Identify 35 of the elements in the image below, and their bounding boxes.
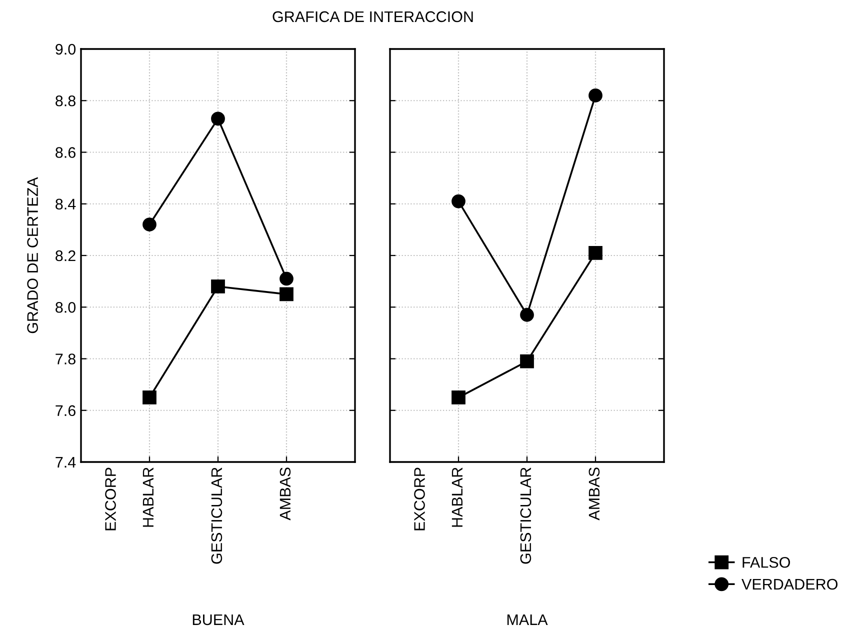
- y-tick-label: 8.0: [56, 302, 76, 313]
- point: [452, 390, 466, 404]
- y-axis-title: GRADO DE CERTEZA: [27, 177, 38, 334]
- x-tick-label: HABLAR: [452, 468, 462, 527]
- legend-label: FALSO: [742, 556, 790, 568]
- text: EXCORP: [414, 468, 425, 530]
- x-tick-label: GESTICULAR: [211, 468, 222, 564]
- x-tick-label: AMBAS: [280, 468, 291, 520]
- x-tick-label: AMBAS: [588, 468, 600, 520]
- legend-label: VERDADERO: [742, 578, 838, 590]
- point: [211, 112, 225, 126]
- point: [280, 287, 294, 302]
- y-tick-label: 8.2: [56, 250, 76, 262]
- y-tick-label: 8.6: [56, 147, 76, 158]
- chart-title: GRAFICA DE INTERACCION: [272, 11, 473, 22]
- point: [452, 194, 466, 208]
- point: [588, 88, 602, 102]
- point: [280, 272, 294, 286]
- y-tick-label: 8.8: [56, 95, 76, 106]
- y-tick-label: 7.6: [56, 405, 76, 416]
- y-tick-label: 8.4: [56, 198, 76, 210]
- x-tick-label: HABLAR: [142, 468, 154, 527]
- x-tick-label: GESTICULAR: [520, 468, 532, 564]
- x-axis-title: BUENA: [192, 614, 244, 626]
- x-axis-title: MALA: [507, 614, 548, 625]
- point: [142, 390, 156, 404]
- text: EXCORP: [105, 468, 116, 530]
- y-tick-label: 7.8: [56, 354, 76, 364]
- point: [520, 308, 534, 322]
- point: [588, 246, 602, 260]
- point: [520, 354, 534, 368]
- point: [211, 280, 225, 294]
- point: [142, 218, 156, 232]
- y-tick-label: 7.4: [56, 457, 76, 468]
- y-tick-label: 9.0: [56, 44, 76, 55]
